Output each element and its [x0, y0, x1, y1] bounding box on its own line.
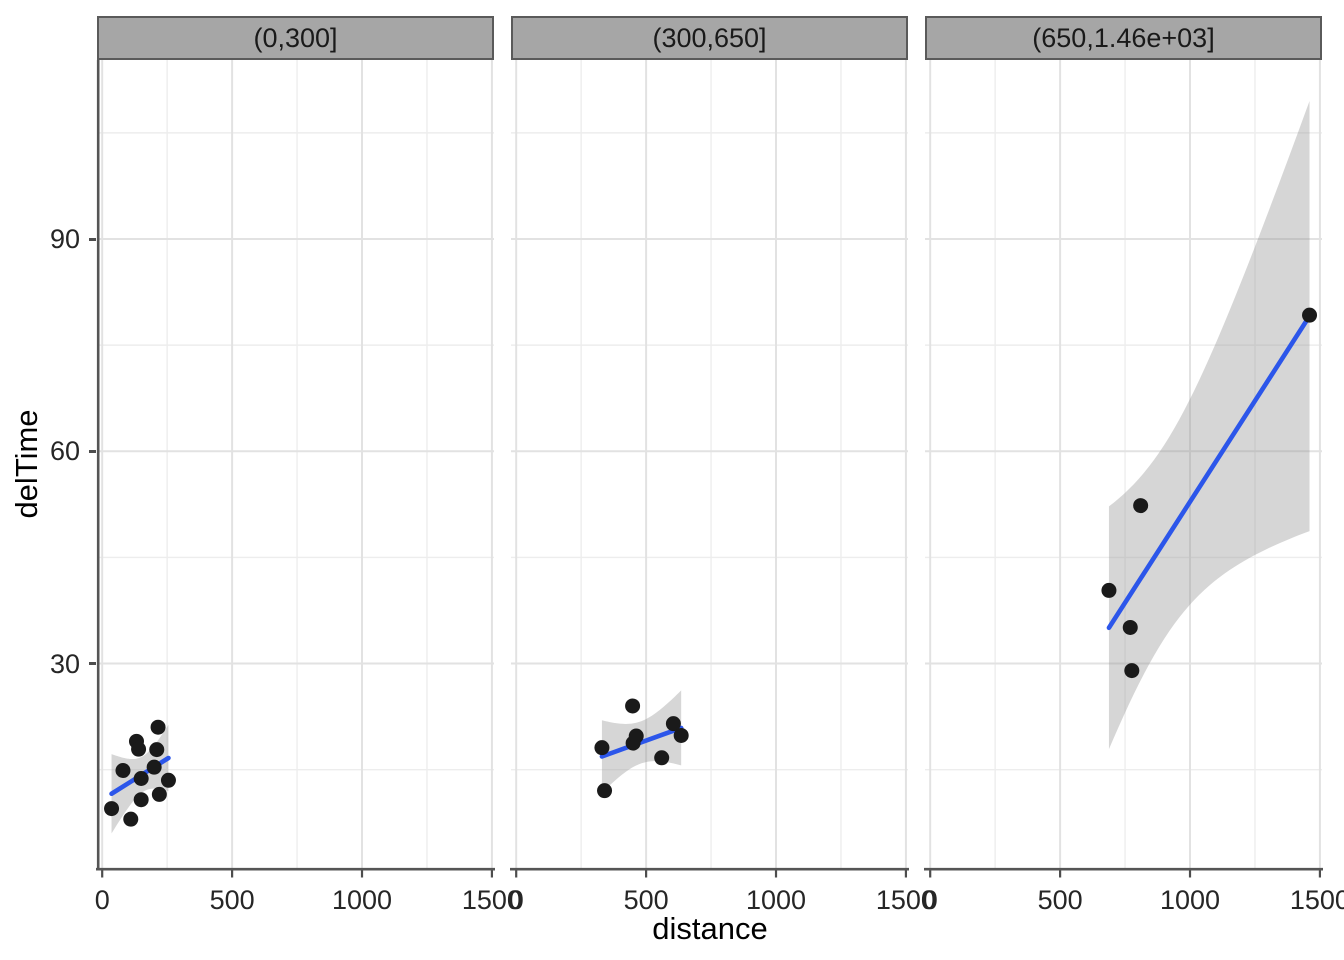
data-point	[123, 811, 139, 827]
data-point	[150, 719, 166, 735]
data-point	[115, 763, 131, 779]
facet-strip: (0,300]	[97, 16, 494, 60]
x-tick-label: 1000	[332, 885, 392, 915]
regression-line	[599, 725, 684, 759]
data-point	[131, 741, 147, 757]
x-tick-label: 500	[624, 885, 669, 915]
data-point	[133, 792, 149, 808]
y-tick-label: 60	[49, 436, 80, 467]
confidence-band	[1108, 100, 1310, 750]
y-tick-mark	[89, 449, 96, 453]
facet-strip-label: (0,300]	[253, 22, 338, 53]
data-point	[133, 770, 149, 786]
regression-line	[1106, 313, 1312, 631]
y-axis: 30 60 90	[0, 0, 97, 960]
y-tick-mark	[89, 662, 96, 666]
facet-strip: (300,650]	[511, 16, 908, 60]
y-tick-mark	[89, 237, 96, 241]
x-tick-label: 1500	[462, 885, 522, 915]
data-point	[1302, 307, 1318, 323]
x-tick-label: 1000	[746, 885, 806, 915]
data-point	[149, 742, 165, 758]
data-point	[597, 783, 613, 799]
facet-strip-label: (300,650]	[652, 22, 767, 53]
data-point	[104, 801, 120, 817]
facet-panel: 0 500 1000 1500	[923, 60, 1344, 915]
data-point	[625, 698, 641, 714]
data-point	[654, 750, 670, 766]
facet-panel: 0 500 1000 1500	[509, 60, 936, 915]
data-point	[151, 786, 167, 802]
x-tick-label: 1000	[1160, 885, 1220, 915]
x-tick-label: 1500	[876, 885, 936, 915]
data-point	[146, 759, 162, 775]
data-point	[1124, 663, 1140, 679]
x-tick-label: 500	[1038, 885, 1083, 915]
data-point	[1133, 498, 1149, 514]
data-point	[594, 740, 610, 756]
y-tick-label: 90	[49, 224, 80, 254]
x-tick-label: 0	[95, 885, 110, 915]
x-axis-title: distance	[652, 911, 768, 946]
facet-panel: 0 500 1000 1500	[95, 60, 522, 915]
data-point	[628, 728, 644, 744]
data-point	[160, 772, 176, 788]
x-tick-label: 0	[509, 885, 524, 915]
y-axis-title: delTime	[9, 409, 44, 519]
data-point	[673, 727, 689, 743]
data-point	[665, 716, 681, 732]
x-tick-label: 1500	[1290, 885, 1344, 915]
facet-strip: (650,1.46e+03]	[925, 16, 1322, 60]
data-point	[1101, 582, 1117, 598]
data-point	[1122, 619, 1138, 635]
x-tick-label: 500	[210, 885, 255, 915]
y-tick-label: 30	[49, 648, 80, 679]
x-tick-label: 0	[923, 885, 938, 915]
facet-strip-label: (650,1.46e+03]	[1032, 22, 1215, 53]
